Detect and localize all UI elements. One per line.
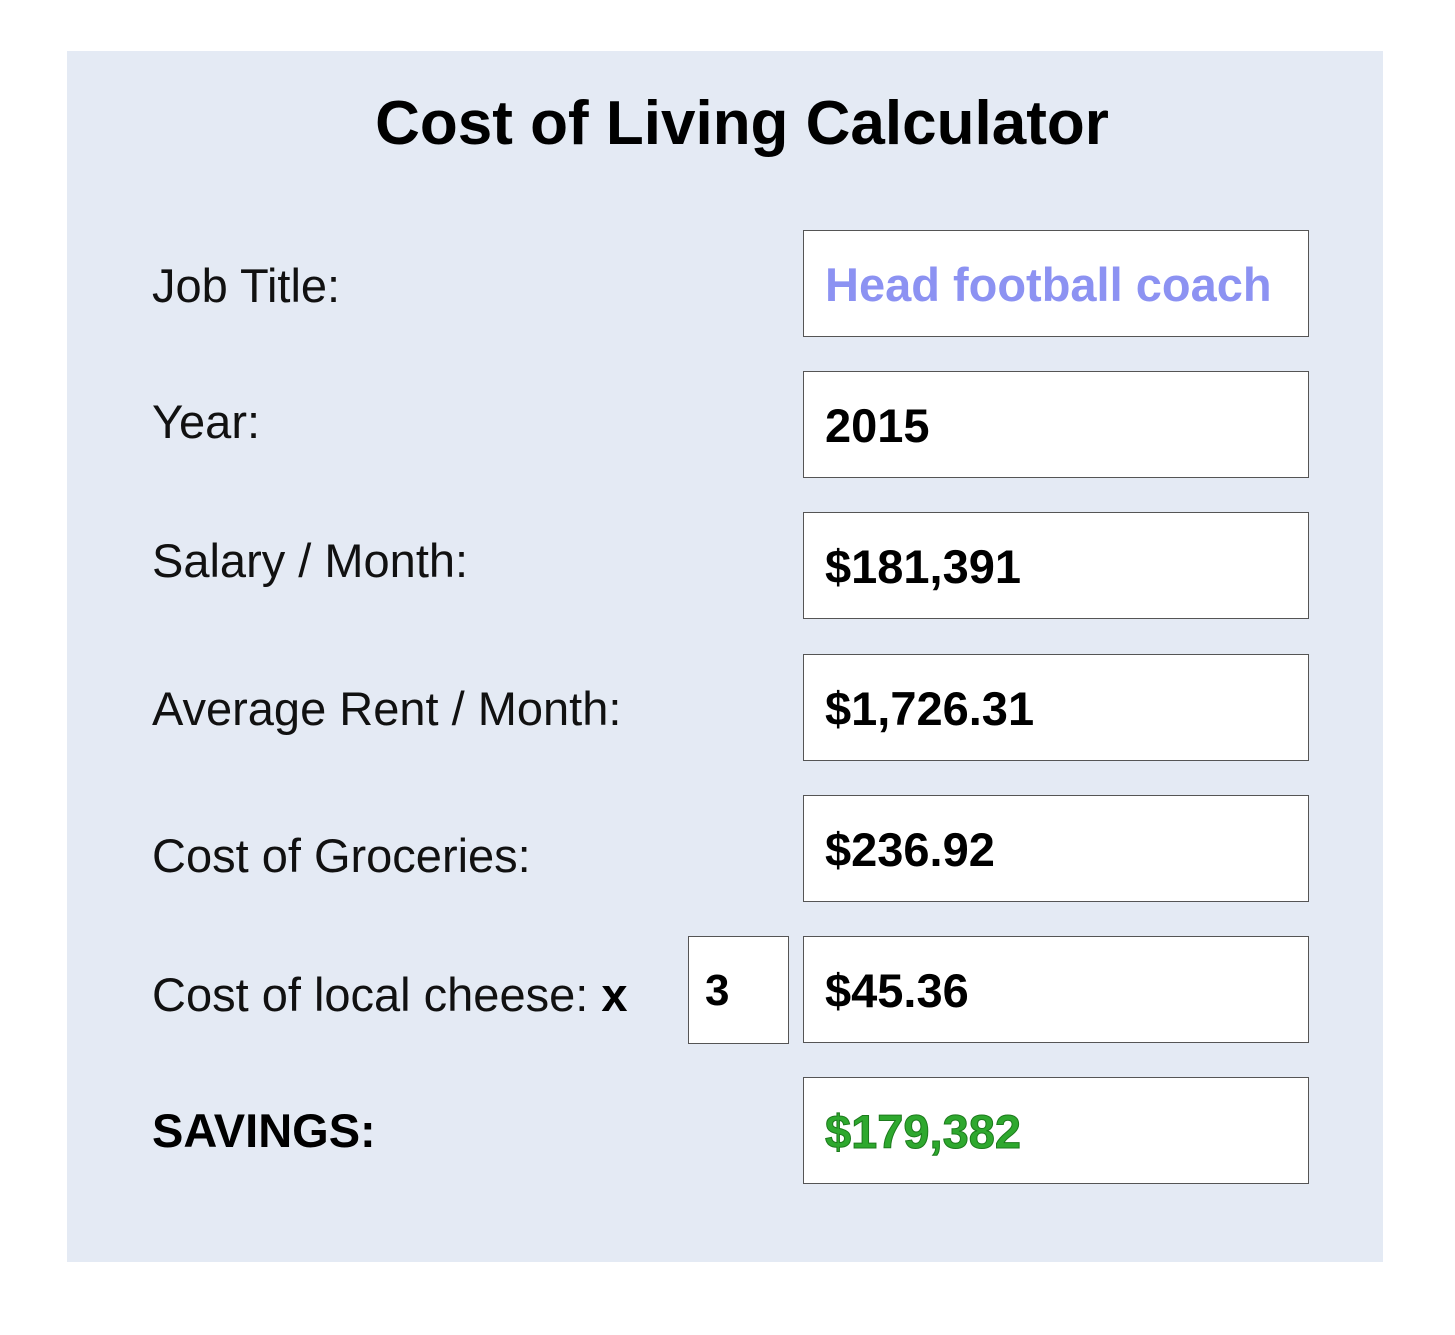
salary-label: Salary / Month: xyxy=(152,534,469,587)
rent-label: Average Rent / Month: xyxy=(152,682,622,735)
cheese-quantity-field[interactable]: 3 xyxy=(688,936,789,1044)
cheese-label-text: Cost of local cheese: xyxy=(152,968,589,1021)
multiply-symbol: x xyxy=(601,968,628,1021)
groceries-field[interactable]: $236.92 xyxy=(803,795,1309,902)
cheese-cost-field[interactable]: $45.36 xyxy=(803,936,1309,1043)
savings-label: SAVINGS: xyxy=(152,1104,376,1157)
salary-field[interactable]: $181,391 xyxy=(803,512,1309,619)
job-title-label: Job Title: xyxy=(152,259,341,312)
cheese-label: Cost of local cheese: x xyxy=(152,967,628,1023)
rent-field[interactable]: $1,726.31 xyxy=(803,654,1309,761)
groceries-label: Cost of Groceries: xyxy=(152,829,531,882)
page-title: Cost of Living Calculator xyxy=(375,89,1109,158)
job-title-field[interactable]: Head football coach xyxy=(803,230,1309,337)
year-field[interactable]: 2015 xyxy=(803,371,1309,478)
savings-field: $179,382 xyxy=(803,1077,1309,1184)
year-label: Year: xyxy=(152,395,261,448)
